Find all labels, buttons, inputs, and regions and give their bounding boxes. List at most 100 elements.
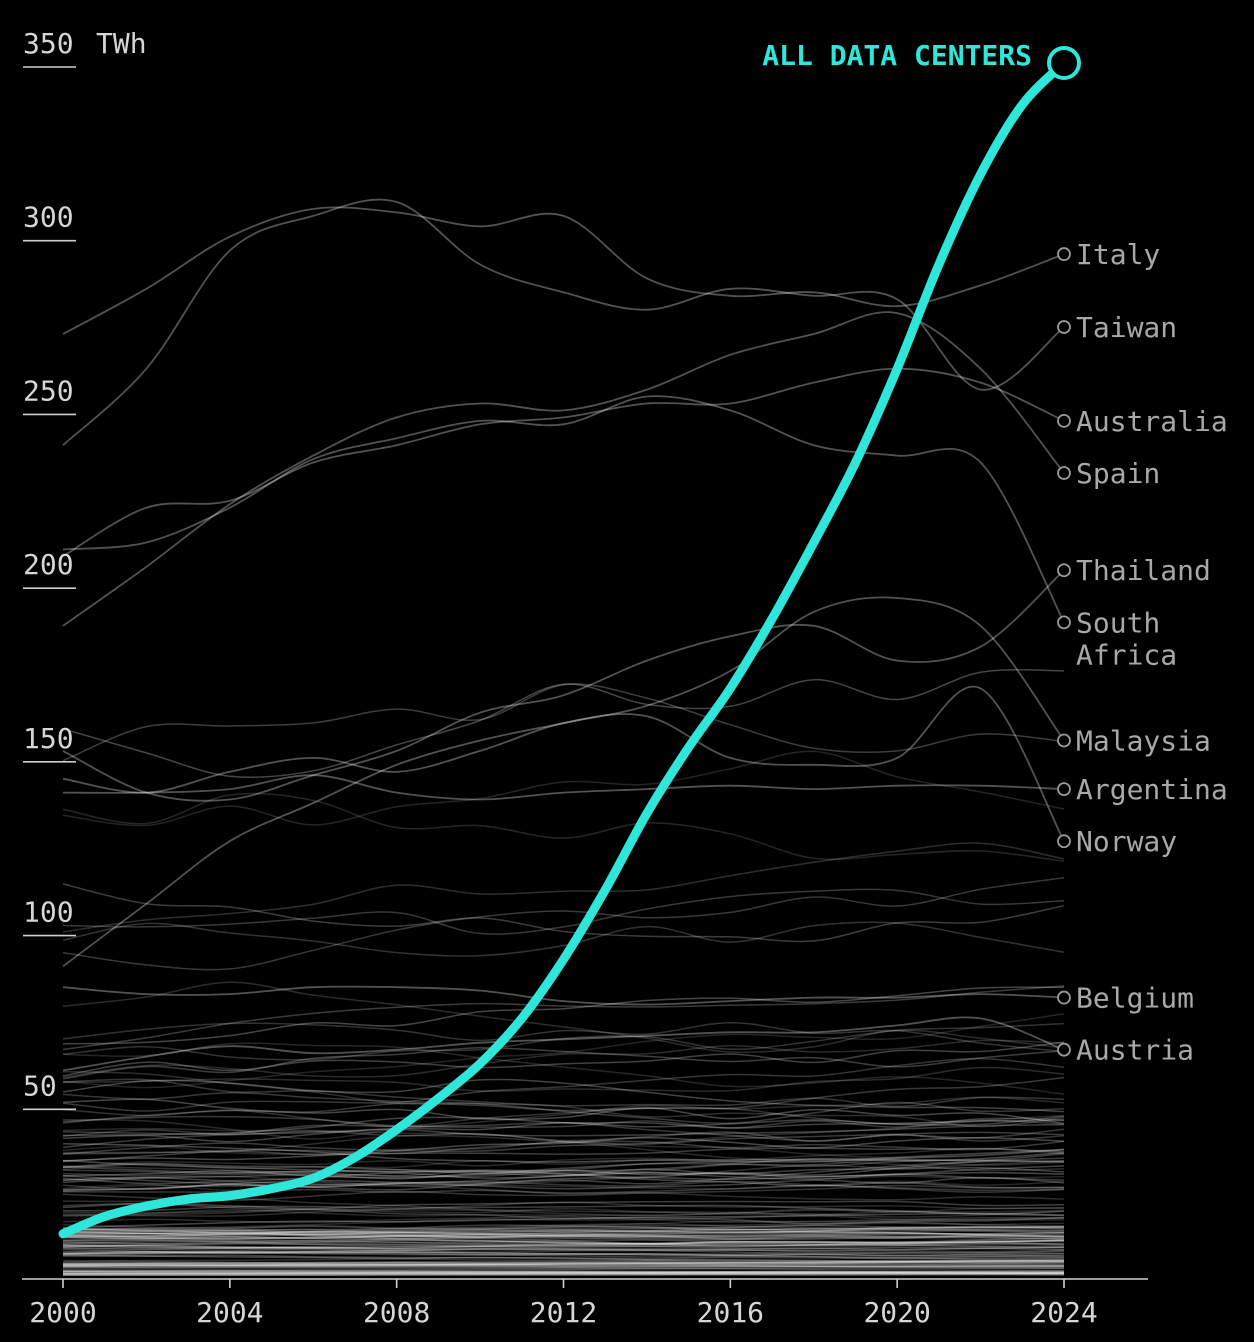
series-end-marker-malaysia [1057,733,1071,748]
x-tick-label: 2012 [530,1296,597,1329]
background-series-line [62,1273,1065,1276]
background-series-line [62,1039,1065,1078]
background-series-line [62,1152,1065,1174]
background-series-line [62,1176,1065,1190]
background-series-line [62,981,1065,1054]
series-line-south-africa [62,395,1065,623]
background-series-line [63,1269,1065,1274]
background-series-line [62,1171,1065,1191]
background-series-line [62,921,1065,957]
series-label-thailand: Thailand [1076,554,1211,587]
y-tick-label: 250 [23,374,74,407]
background-series-line [62,1254,1065,1260]
background-series-line [62,1070,1065,1128]
background-series-line [62,1022,1065,1061]
series-line-belgium [62,985,1065,1006]
background-series-line [62,1225,1065,1236]
background-series-line [62,1244,1065,1251]
y-unit-label: TWh [96,27,147,60]
background-series-line [62,1270,1064,1274]
background-series-line [62,1243,1065,1252]
background-series-line [62,1228,1065,1236]
background-series-line [62,1136,1065,1162]
background-series-group [62,669,1065,1277]
background-series-line [62,1147,1065,1163]
background-series-line [62,1165,1065,1182]
y-tick-label: 300 [23,201,74,234]
x-tick-label: 2000 [29,1296,96,1329]
background-series-line [62,1231,1065,1240]
background-series-line [62,1180,1065,1192]
background-series-line [62,1230,1065,1236]
series-line-norway [62,685,1065,842]
background-series-line [62,1066,1065,1092]
background-series-line [62,1262,1065,1266]
background-series-line [62,1239,1065,1246]
background-series-line [62,1232,1065,1241]
x-tick-label: 2024 [1030,1296,1097,1329]
series-line-australia [62,367,1065,558]
background-series-line [62,1131,1065,1155]
background-series-line [62,1259,1065,1264]
background-series-line [62,1114,1065,1154]
series-end-marker-australia [1057,413,1071,428]
background-series-line [62,1270,1065,1274]
labeled-series-group [62,198,1065,1072]
series-label-belgium: Belgium [1076,982,1194,1015]
highlight-end-marker [1047,46,1081,80]
y-axis: 50 100 150 200 250 300 350 TWh [23,27,147,1111]
background-series-line [62,1239,1065,1248]
background-series-line [62,1272,1065,1275]
background-series-line [62,1140,1065,1159]
background-series-line [62,1237,1065,1246]
series-label-australia: Australia [1076,405,1228,438]
background-series-line [62,1228,1065,1240]
x-tick-label: 2004 [196,1296,263,1329]
background-series-line [62,1096,1065,1140]
x-axis: 2000 2004 2008 2012 2016 2020 2024 [22,1278,1148,1329]
background-series-line [62,1239,1065,1247]
background-series-line [62,1221,1065,1233]
background-series-line [62,1230,1065,1241]
background-series-line [62,1201,1065,1217]
series-line-thailand [62,569,1065,802]
background-series-line [62,883,1065,943]
background-series-line [62,1149,1065,1177]
background-series-line [62,1224,1065,1234]
series-line-all-data-centers [58,58,1069,1239]
background-series-line [62,1226,1065,1240]
background-series-line [62,1159,1065,1189]
background-series-line [62,1241,1065,1249]
background-series-line [62,1116,1065,1137]
series-line-argentina [62,774,1065,801]
background-series-line [62,1274,1065,1277]
background-series-line [62,1239,1065,1251]
background-series-line [62,1184,1065,1202]
background-series-line [62,1180,1065,1193]
background-series-line [62,1225,1065,1238]
background-series-line [62,1217,1065,1233]
series-end-marker-thailand [1057,563,1071,578]
background-series-line [62,1245,1065,1257]
background-series-line [62,1254,1065,1263]
background-series-line [62,1227,1065,1236]
y-tick-label: 200 [23,548,74,581]
background-series-line [62,1248,1065,1260]
background-series-line [62,750,1065,827]
background-series-line [62,1157,1065,1191]
background-series-line [62,888,1065,935]
background-series-line [62,1251,1065,1256]
series-label-argentina: Argentina [1076,773,1228,806]
series-end-marker-belgium [1057,990,1071,1005]
background-series-line [62,1233,1065,1243]
background-series-line [62,1200,1065,1210]
background-series-line [62,1021,1065,1053]
background-series-line [62,1246,1065,1254]
series-label-malaysia: Malaysia [1076,724,1211,757]
background-series-line [62,1259,1065,1267]
y-tick-label: 150 [23,722,74,755]
background-series-line [62,1078,1065,1108]
background-series-line [62,1271,1065,1274]
background-series-line [62,1175,1065,1201]
